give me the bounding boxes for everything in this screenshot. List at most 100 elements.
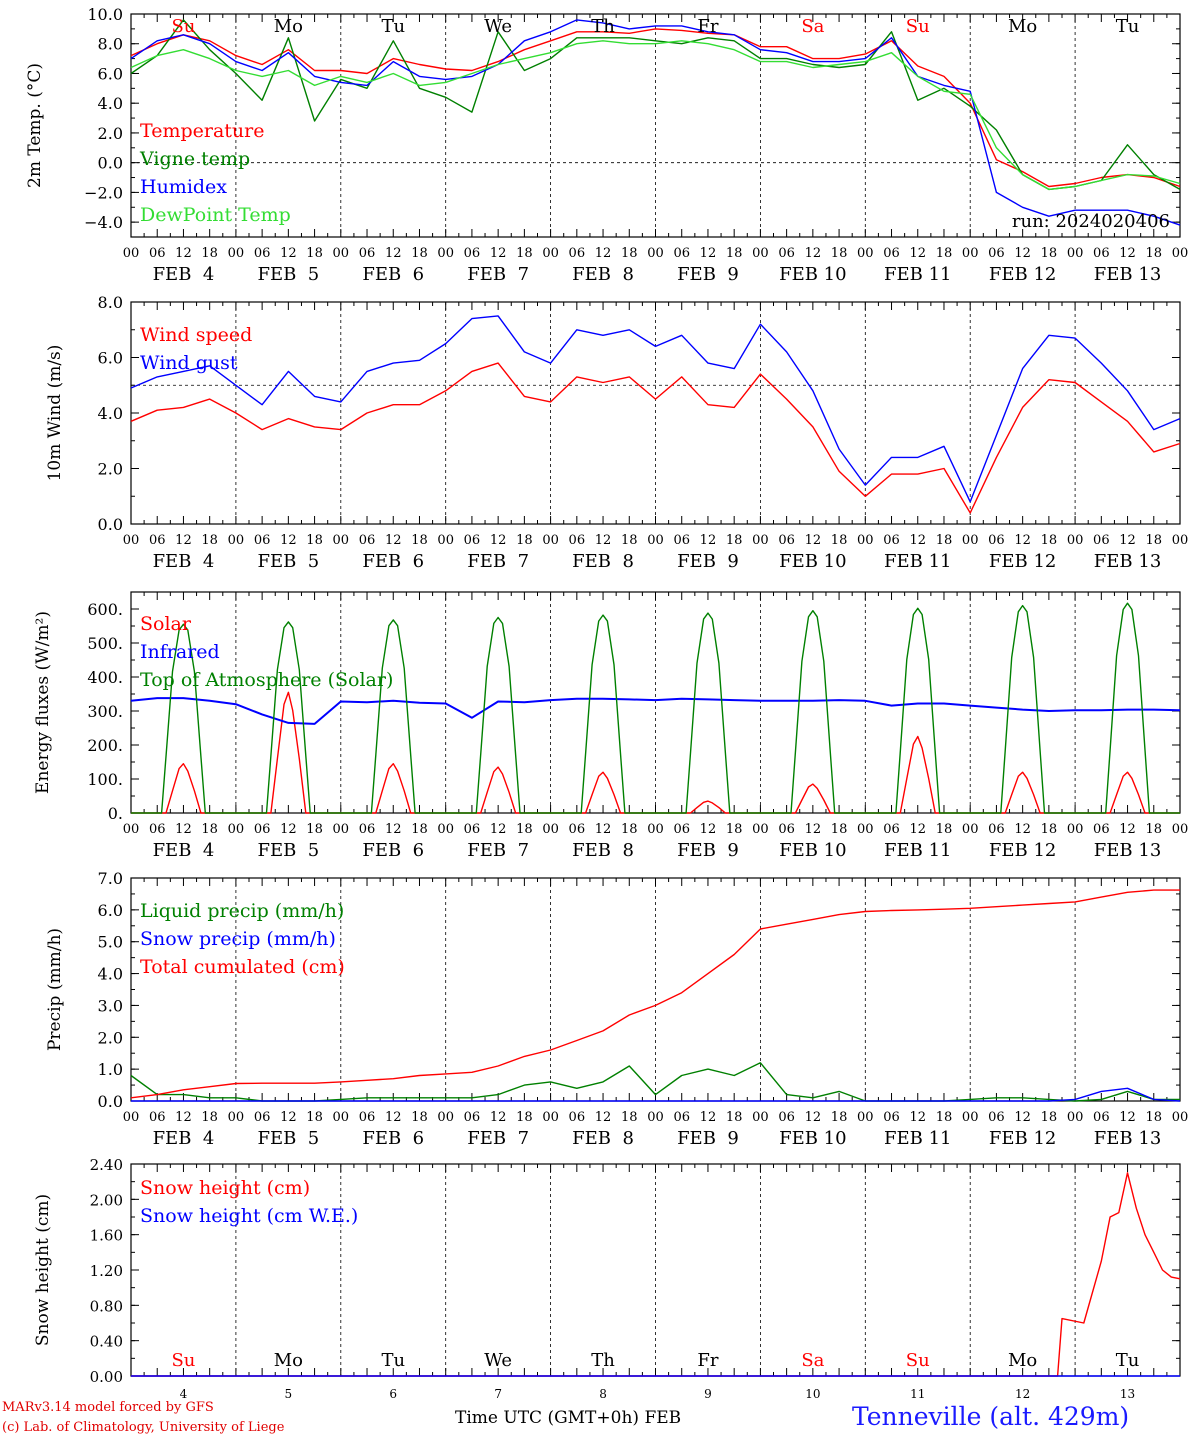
hour-tick-label: 12 xyxy=(280,246,297,261)
legend-entry: Snow height (cm W.E.) xyxy=(140,1205,358,1227)
legend-entry: Wind speed xyxy=(140,324,252,346)
hour-tick-label: 06 xyxy=(673,1110,690,1125)
hour-tick-label: 00 xyxy=(123,533,140,548)
hour-tick-label: 00 xyxy=(752,246,769,261)
date-label: FEB 4 xyxy=(153,1128,215,1149)
y-tick-label: 100. xyxy=(87,770,123,789)
hour-tick-label: 00 xyxy=(228,1110,245,1125)
hour-tick-label: 00 xyxy=(333,1110,350,1125)
run-annotation: run: 2024020406 xyxy=(1012,211,1170,232)
hour-tick-label: 06 xyxy=(988,822,1005,837)
legend-entry: Vigne temp xyxy=(139,148,250,170)
hour-tick-label: 12 xyxy=(1119,1110,1136,1125)
hour-tick-label: 06 xyxy=(254,533,271,548)
hour-tick-label: 06 xyxy=(569,533,586,548)
date-label: FEB 10 xyxy=(779,1128,846,1149)
hour-tick-label: 18 xyxy=(516,246,533,261)
hour-tick-label: 06 xyxy=(464,1110,481,1125)
copyright-line: (c) Lab. of Climatology, University of L… xyxy=(2,1420,285,1435)
date-label: FEB 13 xyxy=(1094,1128,1161,1149)
hour-tick-label: 12 xyxy=(700,1110,717,1125)
day-name-label: Mo xyxy=(1008,16,1037,37)
hour-tick-label: 06 xyxy=(673,822,690,837)
y-tick-label: 0.0 xyxy=(98,515,123,534)
day-name-label: Tu xyxy=(1116,1350,1140,1371)
hour-tick-label: 12 xyxy=(280,1110,297,1125)
panel-5: 2.40 2.00 1.60 1.20 0.80 0.40 0.00 Snow height … xyxy=(33,1156,1181,1401)
date-label: FEB 10 xyxy=(779,264,846,285)
date-label: FEB 8 xyxy=(572,264,634,285)
hour-tick-label: 18 xyxy=(1041,822,1058,837)
hour-tick-label: 00 xyxy=(437,533,454,548)
hour-tick-label: 06 xyxy=(988,246,1005,261)
hour-tick-label: 00 xyxy=(437,1110,454,1125)
y-tick-label: 8.0 xyxy=(98,293,123,312)
date-label: FEB 6 xyxy=(362,840,424,861)
hour-tick-label: 06 xyxy=(359,1110,376,1125)
y-axis-label: Precip (mm/h) xyxy=(45,928,65,1051)
date-label: FEB 6 xyxy=(362,264,424,285)
hour-tick-label: 06 xyxy=(359,246,376,261)
y-tick-label: 2.40 xyxy=(90,1156,123,1174)
legend-entry: Total cumulated (cm) xyxy=(140,956,345,978)
hour-tick-label: 00 xyxy=(333,533,350,548)
day-name-label: Tu xyxy=(1116,16,1140,37)
hour-tick-label: 12 xyxy=(385,246,402,261)
hour-tick-label: 00 xyxy=(752,822,769,837)
legend-entry: Snow height (cm) xyxy=(140,1177,310,1199)
hour-tick-label: 12 xyxy=(909,246,926,261)
y-tick-label: 600. xyxy=(87,600,123,619)
hour-tick-label: 18 xyxy=(726,1110,743,1125)
hour-tick-label: 18 xyxy=(1146,822,1163,837)
day-name-label: Sa xyxy=(801,1350,824,1371)
hour-tick-label: 18 xyxy=(411,533,428,548)
hour-tick-label: 18 xyxy=(411,246,428,261)
hour-tick-label: 00 xyxy=(437,822,454,837)
date-label: FEB 7 xyxy=(467,840,529,861)
day-name-label: Su xyxy=(906,16,930,37)
y-tick-label: 3.0 xyxy=(98,996,123,1015)
hour-tick-label: 12 xyxy=(805,1110,822,1125)
day-name-label: Mo xyxy=(1008,1350,1037,1371)
legend-entry: Temperature xyxy=(140,120,264,142)
hour-tick-label: 06 xyxy=(464,533,481,548)
day-number-label: 4 xyxy=(180,1387,188,1401)
hour-tick-label: 00 xyxy=(1067,1110,1084,1125)
hour-tick-label: 00 xyxy=(542,1110,559,1125)
date-label: FEB 13 xyxy=(1094,551,1161,572)
hour-tick-label: 18 xyxy=(306,533,323,548)
panel-4: 7.0 6.0 5.0 4.0 3.0 2.0 1.0 0.0 Precip (mm/h) 00 0… xyxy=(45,869,1188,1149)
date-label: FEB 12 xyxy=(989,1128,1056,1149)
y-tick-label: −4.0 xyxy=(84,213,123,232)
hour-tick-label: 06 xyxy=(988,1110,1005,1125)
hour-tick-label: 00 xyxy=(647,1110,664,1125)
hour-tick-label: 00 xyxy=(857,533,874,548)
hour-tick-label: 12 xyxy=(280,533,297,548)
y-tick-label: 200. xyxy=(87,736,123,755)
hour-tick-label: 00 xyxy=(123,246,140,261)
y-tick-label: 2.00 xyxy=(90,1191,123,1209)
y-tick-label: 500. xyxy=(87,634,123,653)
hour-tick-label: 18 xyxy=(306,822,323,837)
hour-tick-label: 12 xyxy=(1014,1110,1031,1125)
hour-tick-label: 18 xyxy=(936,1110,953,1125)
hour-tick-label: 12 xyxy=(175,1110,192,1125)
date-label: FEB 7 xyxy=(467,1128,529,1149)
hour-tick-label: 06 xyxy=(1093,822,1110,837)
hour-tick-label: 18 xyxy=(831,533,848,548)
date-label: FEB 5 xyxy=(257,551,319,572)
hour-tick-label: 06 xyxy=(1093,1110,1110,1125)
hour-tick-label: 00 xyxy=(1172,246,1189,261)
date-label: FEB 8 xyxy=(572,1128,634,1149)
hour-tick-label: 00 xyxy=(228,822,245,837)
hour-tick-label: 12 xyxy=(700,822,717,837)
panel-3: 600. 500. 400. 300. 200. 100. 0. Energy fluxes … xyxy=(33,591,1188,861)
y-tick-label: 300. xyxy=(87,702,123,721)
y-tick-label: 7.0 xyxy=(98,869,123,888)
series-line-wind-gust xyxy=(130,315,1181,503)
hour-tick-label: 12 xyxy=(175,246,192,261)
hour-tick-label: 00 xyxy=(1067,533,1084,548)
day-name-label: Tu xyxy=(381,1350,405,1371)
hour-tick-label: 00 xyxy=(1172,533,1189,548)
y-axis-label: 2m Temp. (°C) xyxy=(25,63,45,188)
